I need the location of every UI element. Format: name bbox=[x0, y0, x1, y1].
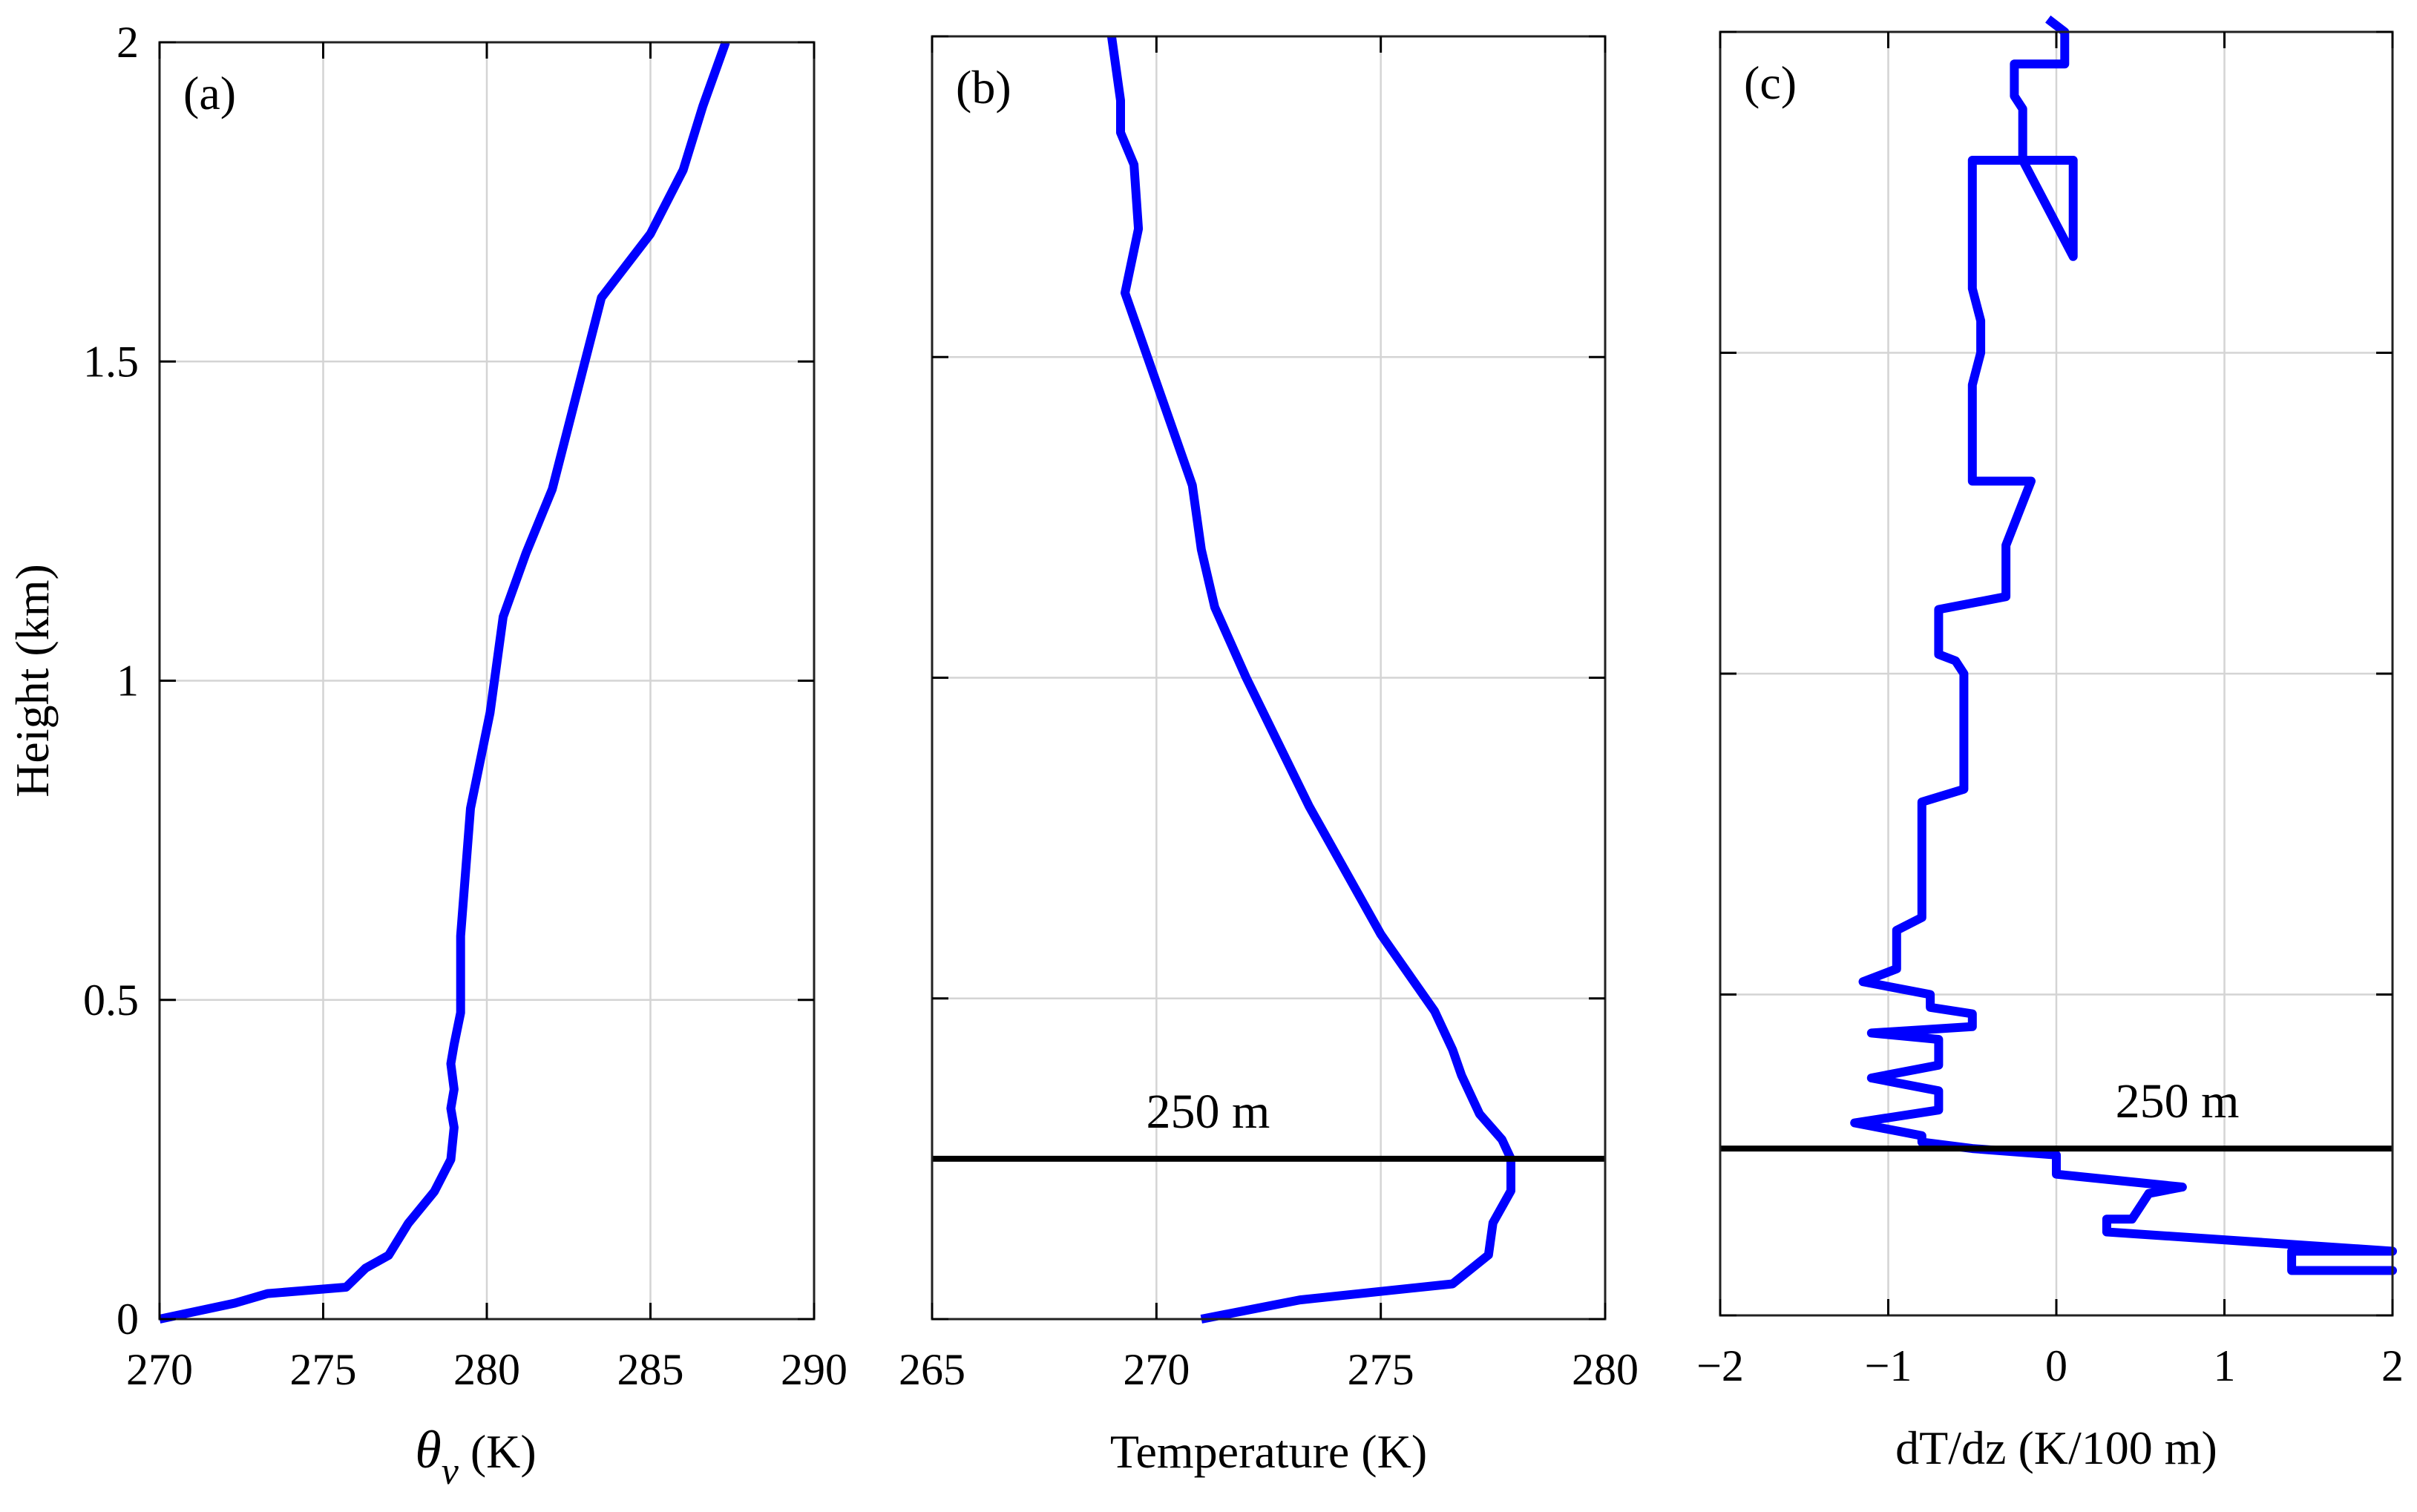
y-tick-label: 2 bbox=[117, 18, 139, 67]
theta-symbol: θ bbox=[415, 1420, 441, 1479]
lapse-rate-line bbox=[1850, 15, 2397, 1275]
x-tick-label: 280 bbox=[453, 1345, 520, 1394]
panel-c-250m-label: 250 m bbox=[2116, 1074, 2240, 1128]
panel-a-ticks: 270 275 280 285 290 0 0.5 1 1.5 2 bbox=[83, 18, 847, 1394]
theta-unit: (K) bbox=[459, 1425, 537, 1478]
panel-b-grid bbox=[932, 36, 1605, 1319]
x-tick-label: 285 bbox=[617, 1345, 684, 1394]
y-tick-label: 1.5 bbox=[83, 337, 139, 386]
temperature-line bbox=[1106, 36, 1515, 1324]
panel-a: 270 275 280 285 290 0 0.5 1 1.5 2 (a) Height (km)… bbox=[6, 18, 847, 1493]
panel-b-xlabel: Temperature (K) bbox=[1110, 1425, 1427, 1478]
panel-c-series-layer bbox=[1720, 15, 2397, 1275]
panel-a-xlabel: θv (K) bbox=[415, 1420, 536, 1493]
theta-v-line bbox=[158, 40, 730, 1324]
x-tick-label: −2 bbox=[1696, 1341, 1744, 1390]
panel-c-label: (c) bbox=[1744, 56, 1797, 109]
panel-b-ticks: 265 270 275 280 bbox=[899, 35, 1639, 1394]
x-tick-label: 280 bbox=[1572, 1345, 1639, 1394]
x-tick-label: 270 bbox=[126, 1345, 193, 1394]
x-tick-label: 0 bbox=[2045, 1341, 2067, 1390]
panel-c-grid bbox=[1720, 32, 2393, 1315]
x-tick-label: 2 bbox=[2381, 1341, 2404, 1390]
panel-a-label: (a) bbox=[183, 67, 236, 119]
panel-a-grid bbox=[160, 42, 814, 1319]
panel-a-series-layer bbox=[158, 40, 730, 1324]
panel-b-series-layer bbox=[932, 36, 1605, 1324]
panel-b-250m-label: 250 m bbox=[1146, 1085, 1270, 1139]
panel-b: 265 270 275 280 (b) 250 m Temperature (K) bbox=[899, 35, 1639, 1478]
x-tick-label: 275 bbox=[1348, 1345, 1414, 1394]
panel-c-xlabel: dT/dz (K/100 m) bbox=[1895, 1421, 2217, 1474]
y-tick-label: 1 bbox=[117, 657, 139, 706]
x-tick-label: 290 bbox=[781, 1345, 847, 1394]
y-tick-label: 0 bbox=[117, 1295, 139, 1344]
x-tick-label: 1 bbox=[2214, 1341, 2236, 1390]
x-tick-label: −1 bbox=[1865, 1341, 1912, 1390]
panel-c-ticks: −2 −1 0 1 2 bbox=[1696, 30, 2404, 1390]
panel-b-label: (b) bbox=[956, 61, 1011, 114]
x-tick-label: 270 bbox=[1123, 1345, 1190, 1394]
panel-a-ylabel: Height (km) bbox=[6, 564, 59, 798]
theta-subscript: v bbox=[442, 1450, 459, 1493]
y-tick-label: 0.5 bbox=[83, 976, 139, 1025]
x-tick-label: 265 bbox=[899, 1345, 965, 1394]
panel-c: −2 −1 0 1 2 (c) 250 m dT/dz (K/100 m) bbox=[1696, 15, 2404, 1474]
x-tick-label: 275 bbox=[290, 1345, 357, 1394]
